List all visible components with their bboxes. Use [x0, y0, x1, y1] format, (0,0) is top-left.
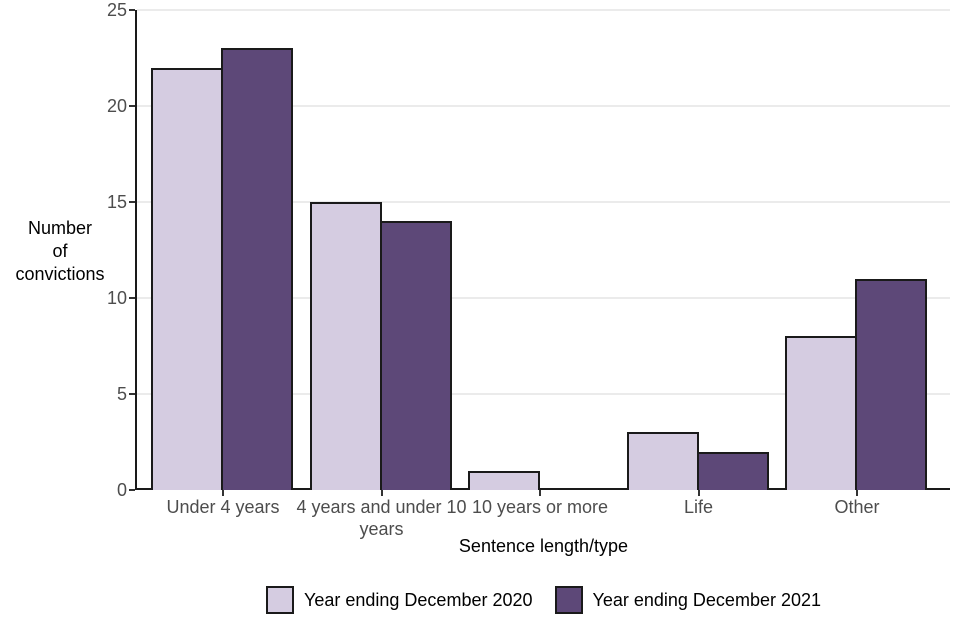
gridline-10: [137, 297, 950, 299]
gridline-15: [137, 201, 950, 203]
bar-2021-1: [221, 48, 293, 490]
y-axis-tick-25: [129, 9, 135, 11]
x-axis-line: [135, 488, 950, 490]
y-axis-line: [135, 10, 137, 490]
legend-label-2021: Year ending December 2021: [592, 589, 822, 610]
y-tick-label-5: 5: [116, 384, 127, 404]
gridline-20: [137, 105, 950, 107]
legend-item-2020: Year ending December 2020: [266, 586, 533, 614]
category-label-5: Other: [834, 497, 880, 517]
y-axis-tick-5: [129, 393, 135, 395]
bar-2020-2: [309, 202, 382, 490]
gridline-5: [137, 393, 950, 395]
y-tick-label-25: 25: [106, 0, 127, 20]
y-axis-tick-0: [129, 489, 135, 491]
legend: Year ending December 2020 Year ending De…: [137, 586, 950, 614]
legend-item-2021: Year ending December 2021: [554, 586, 822, 614]
x-axis-tick-4: [697, 490, 700, 496]
y-axis-title-line: Number: [27, 218, 93, 238]
category-label-3: 10 years or more: [471, 497, 609, 517]
legend-swatch-2021: [554, 586, 583, 614]
category-label-1: Under 4 years: [166, 497, 280, 517]
bar-2021-4: [696, 452, 769, 490]
bar-2021-2: [379, 221, 452, 490]
category-label-4: Life: [683, 497, 714, 517]
x-axis-tick-5: [856, 490, 858, 496]
legend-swatch-2020: [266, 586, 294, 614]
y-axis-title-line: of: [52, 241, 68, 261]
y-axis-tick-10: [129, 297, 135, 299]
bar-2020-5: [785, 336, 857, 490]
x-axis-title: Sentence length/type: [458, 536, 629, 556]
bar-2021-5: [855, 279, 927, 490]
bar-2020-1: [151, 68, 223, 490]
legend-label-2020: Year ending December 2020: [304, 589, 533, 610]
bar-2020-4: [626, 432, 699, 490]
gridline-25: [137, 9, 950, 11]
y-axis-title: Number of convictions: [5, 217, 115, 286]
bar-2020-3: [468, 471, 540, 490]
y-tick-label-10: 10: [106, 288, 127, 308]
plot-panel: [129, 9, 950, 496]
y-axis-tick-15: [129, 201, 135, 203]
y-axis-tick-20: [129, 105, 135, 107]
y-axis-title-line: convictions: [15, 264, 105, 284]
category-label-2: 4 years and under 10 years: [296, 497, 467, 539]
y-tick-label-20: 20: [106, 96, 127, 116]
y-tick-label-0: 0: [116, 480, 127, 500]
x-axis-tick-3: [539, 490, 541, 496]
x-axis-tick-1: [222, 490, 224, 496]
x-axis-tick-2: [380, 490, 383, 496]
y-tick-label-15: 15: [106, 192, 127, 212]
